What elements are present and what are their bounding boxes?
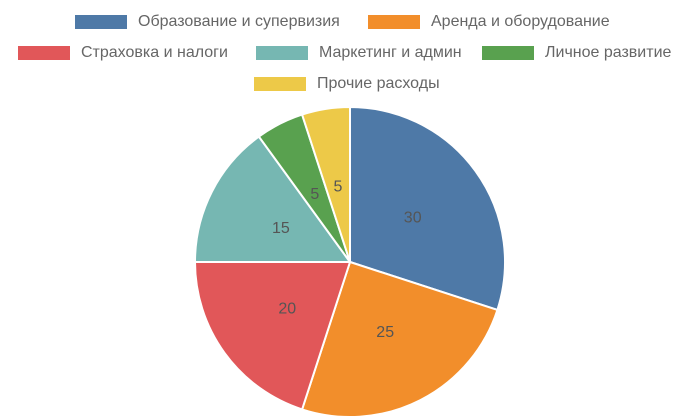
slice-label-personal: 5	[310, 186, 319, 203]
legend-swatch-education	[75, 15, 127, 29]
slice-label-insurance: 20	[278, 301, 296, 318]
slice-label-rent: 25	[376, 324, 394, 341]
slice-label-marketing: 15	[272, 220, 290, 237]
legend-swatch-rent	[368, 15, 420, 29]
slice-label-education: 30	[404, 209, 422, 226]
legend-label-education: Образование и супервизия	[138, 13, 340, 30]
pie-slice-insurance[interactable]	[193, 261, 352, 411]
legend-label-insurance: Страховка и налоги	[81, 44, 228, 61]
legend-label-rent: Аренда и оборудование	[431, 13, 610, 30]
legend-item-insurance[interactable]: Страховка и налоги	[18, 43, 228, 63]
pie-slice-education[interactable]	[349, 105, 506, 312]
legend-item-education[interactable]: Образование и супервизия	[75, 12, 340, 32]
legend-label-other: Прочие расходы	[317, 75, 440, 92]
legend-swatch-insurance	[18, 46, 70, 60]
legend-label-personal: Личное развитие	[545, 44, 672, 61]
legend-swatch-personal	[482, 46, 534, 60]
legend-swatch-marketing	[256, 46, 308, 60]
legend: Образование и супервизия Аренда и оборуд…	[0, 0, 700, 100]
legend-item-rent[interactable]: Аренда и оборудование	[368, 12, 610, 32]
legend-label-marketing: Маркетинг и админ	[319, 44, 462, 61]
slice-label-other: 5	[333, 179, 342, 196]
legend-item-marketing[interactable]: Маркетинг и админ	[256, 43, 462, 63]
pie-slice-marketing[interactable]	[193, 135, 352, 263]
legend-swatch-other	[254, 77, 306, 91]
legend-item-personal[interactable]: Личное развитие	[482, 43, 671, 63]
pie-slice-other[interactable]	[300, 105, 351, 263]
legend-item-other[interactable]: Прочие расходы	[254, 74, 440, 94]
pie-slice-rent[interactable]	[300, 260, 499, 418]
